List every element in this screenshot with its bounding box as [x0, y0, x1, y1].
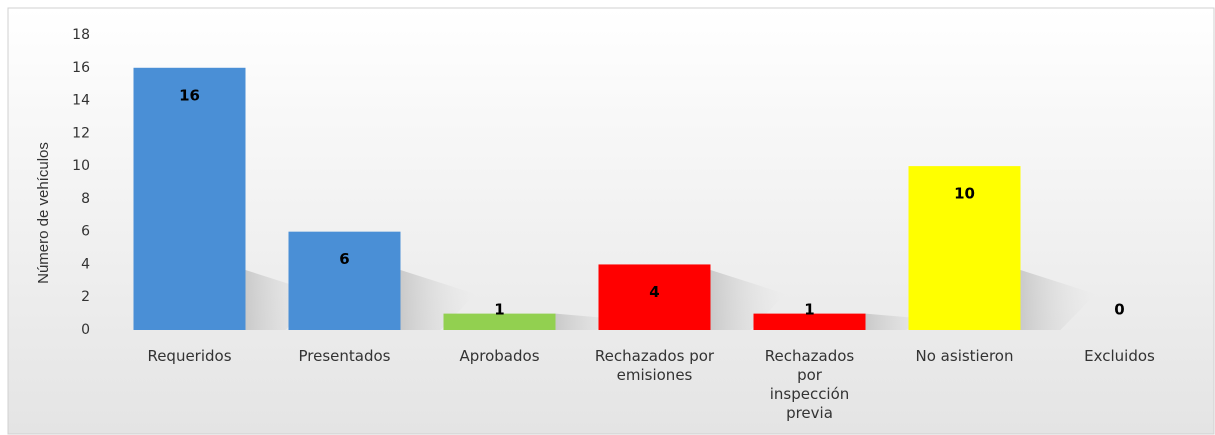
bar-shadow	[865, 313, 941, 330]
y-tick-label: 10	[72, 158, 90, 174]
y-tick-label: 0	[81, 322, 90, 338]
bar	[133, 67, 246, 331]
value-label: 6	[339, 250, 349, 268]
value-label: 0	[1114, 301, 1124, 319]
value-label: 1	[804, 301, 814, 319]
bar	[753, 313, 866, 330]
y-tick-label: 12	[72, 125, 90, 141]
y-tick-label: 8	[81, 191, 90, 207]
value-label: 1	[494, 301, 504, 319]
y-tick-label: 4	[81, 256, 90, 272]
x-tick-label: Rechazados por emisiones	[594, 347, 715, 384]
bar-shadow	[400, 270, 476, 330]
y-tick-label: 16	[72, 60, 90, 76]
bar	[908, 166, 1021, 330]
bar-shadow	[710, 270, 786, 330]
bar	[288, 231, 401, 330]
x-tick-label: Aprobados	[459, 347, 540, 365]
x-tick-label: Presentados	[298, 347, 391, 365]
y-tick-label: 14	[72, 93, 90, 109]
x-tick-label: Rechazados por inspección previa	[764, 347, 855, 422]
y-tick-label: 6	[81, 224, 90, 240]
y-axis-title: Número de vehículos	[35, 142, 52, 284]
bar	[443, 313, 556, 330]
y-tick-label: 2	[81, 289, 90, 305]
x-tick-label: Requeridos	[147, 347, 232, 365]
x-tick-label: Excluidos	[1084, 347, 1155, 365]
x-tick-label: No asistieron	[915, 347, 1014, 365]
y-tick-label: 18	[72, 27, 90, 43]
value-label: 10	[954, 185, 975, 203]
value-label: 16	[179, 86, 200, 104]
bar-shadow	[1020, 270, 1096, 330]
bar	[598, 264, 711, 330]
bar-shadow	[245, 270, 321, 330]
bar-shadow	[555, 313, 631, 330]
value-label: 4	[649, 283, 659, 301]
